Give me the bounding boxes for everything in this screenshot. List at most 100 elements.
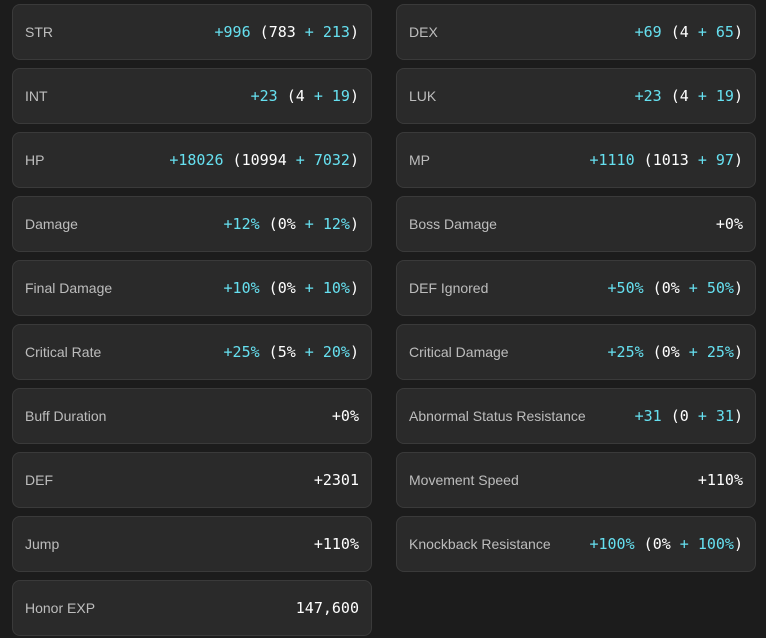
paren-open: ( xyxy=(250,23,269,41)
stat-card-dex: DEX +69 (4 + 65) xyxy=(396,4,756,60)
stat-card-damage: Damage +12% (0% + 12%) xyxy=(12,196,372,252)
paren-close: ) xyxy=(733,23,743,41)
paren-open: ( xyxy=(634,151,653,169)
stat-card-honor-exp: Honor EXP 147,600 xyxy=(12,580,372,636)
stat-card-jump: Jump +110% xyxy=(12,516,372,572)
stat-total: +100% xyxy=(589,535,635,553)
stat-bonus: 97 xyxy=(715,151,734,169)
paren-open: ( xyxy=(223,151,242,169)
stat-card-str: STR +996 (783 + 213) xyxy=(12,4,372,60)
paren-open: ( xyxy=(643,279,662,297)
stat-value: +23 (4 + 19) xyxy=(251,87,359,105)
stat-card-boss-damage: Boss Damage +0% xyxy=(396,196,756,252)
paren-open: ( xyxy=(643,343,662,361)
stat-total: +50% xyxy=(607,279,644,297)
plus-sign: + xyxy=(679,279,707,297)
stat-card-int: INT +23 (4 + 19) xyxy=(12,68,372,124)
stat-base: 1013 xyxy=(652,151,689,169)
stat-value: +23 (4 + 19) xyxy=(635,87,743,105)
paren-close: ) xyxy=(733,151,743,169)
stat-base: 0% xyxy=(661,343,680,361)
plus-sign: + xyxy=(670,535,698,553)
paren-close: ) xyxy=(733,535,743,553)
stat-base: 4 xyxy=(679,23,689,41)
stat-value: +25% (5% + 20%) xyxy=(224,343,359,361)
stat-bonus: 31 xyxy=(715,407,734,425)
stat-label: Critical Rate xyxy=(25,344,102,360)
stat-total: +31 xyxy=(634,407,662,425)
stat-label: Honor EXP xyxy=(25,600,96,616)
paren-close: ) xyxy=(733,279,743,297)
stat-base: 0% xyxy=(277,215,296,233)
stat-bonus: 50% xyxy=(706,279,734,297)
paren-close: ) xyxy=(733,87,743,105)
stat-bonus: 20% xyxy=(322,343,350,361)
stat-label: LUK xyxy=(409,88,437,104)
paren-close: ) xyxy=(349,215,359,233)
stat-label: INT xyxy=(25,88,48,104)
plus-sign: + xyxy=(295,279,323,297)
stat-total: +2301 xyxy=(313,471,359,489)
paren-open: ( xyxy=(661,23,680,41)
stat-base: 0% xyxy=(661,279,680,297)
paren-open: ( xyxy=(661,87,680,105)
stat-bonus: 19 xyxy=(715,87,734,105)
paren-close: ) xyxy=(349,87,359,105)
plus-sign: + xyxy=(295,23,323,41)
stat-value: +31 (0 + 31) xyxy=(635,407,743,425)
stat-base: 5% xyxy=(277,343,296,361)
paren-close: ) xyxy=(733,343,743,361)
stat-bonus: 7032 xyxy=(313,151,350,169)
stat-base: 0% xyxy=(652,535,671,553)
stat-value: +110% xyxy=(314,535,359,553)
paren-open: ( xyxy=(634,535,653,553)
stat-card-critical-rate: Critical Rate +25% (5% + 20%) xyxy=(12,324,372,380)
stat-label: HP xyxy=(25,152,45,168)
stat-total: +23 xyxy=(634,87,662,105)
stat-card-abnormal-status-resistance: Abnormal Status Resistance +31 (0 + 31) xyxy=(396,388,756,444)
stat-card-luk: LUK +23 (4 + 19) xyxy=(396,68,756,124)
stat-label: Abnormal Status Resistance xyxy=(409,408,586,424)
paren-open: ( xyxy=(259,215,278,233)
stat-bonus: 65 xyxy=(715,23,734,41)
stat-base: 4 xyxy=(679,87,689,105)
stat-base: 4 xyxy=(295,87,305,105)
stat-bonus: 10% xyxy=(322,279,350,297)
stat-total: +23 xyxy=(250,87,278,105)
stat-label: Final Damage xyxy=(25,280,113,296)
stat-bonus: 12% xyxy=(322,215,350,233)
stat-card-knockback-resistance: Knockback Resistance +100% (0% + 100%) xyxy=(396,516,756,572)
stat-label: Critical Damage xyxy=(409,344,509,360)
stat-total: 147,600 xyxy=(295,599,359,617)
stat-total: +69 xyxy=(634,23,662,41)
paren-close: ) xyxy=(349,343,359,361)
stat-label: STR xyxy=(25,24,53,40)
stat-base: 10994 xyxy=(241,151,287,169)
stat-value: +100% (0% + 100%) xyxy=(589,535,743,553)
paren-close: ) xyxy=(349,23,359,41)
plus-sign: + xyxy=(295,343,323,361)
paren-open: ( xyxy=(661,407,680,425)
plus-sign: + xyxy=(295,215,323,233)
stat-card-final-damage: Final Damage +10% (0% + 10%) xyxy=(12,260,372,316)
stat-label: Jump xyxy=(25,536,60,552)
paren-close: ) xyxy=(349,279,359,297)
plus-sign: + xyxy=(679,343,707,361)
stat-label: DEX xyxy=(409,24,438,40)
paren-close: ) xyxy=(733,407,743,425)
stat-total: +110% xyxy=(697,471,743,489)
plus-sign: + xyxy=(688,151,716,169)
stat-card-mp: MP +1110 (1013 + 97) xyxy=(396,132,756,188)
stat-label: Damage xyxy=(25,216,78,232)
stat-total: +25% xyxy=(607,343,644,361)
stat-total: +25% xyxy=(223,343,260,361)
stat-total: +110% xyxy=(313,535,359,553)
paren-open: ( xyxy=(277,87,296,105)
stat-total: +12% xyxy=(223,215,260,233)
stat-total: +996 xyxy=(214,23,251,41)
stat-value: +0% xyxy=(716,215,743,233)
stat-total: +18026 xyxy=(169,151,224,169)
paren-open: ( xyxy=(259,279,278,297)
stat-bonus: 100% xyxy=(697,535,734,553)
stat-value: 147,600 xyxy=(296,599,359,617)
